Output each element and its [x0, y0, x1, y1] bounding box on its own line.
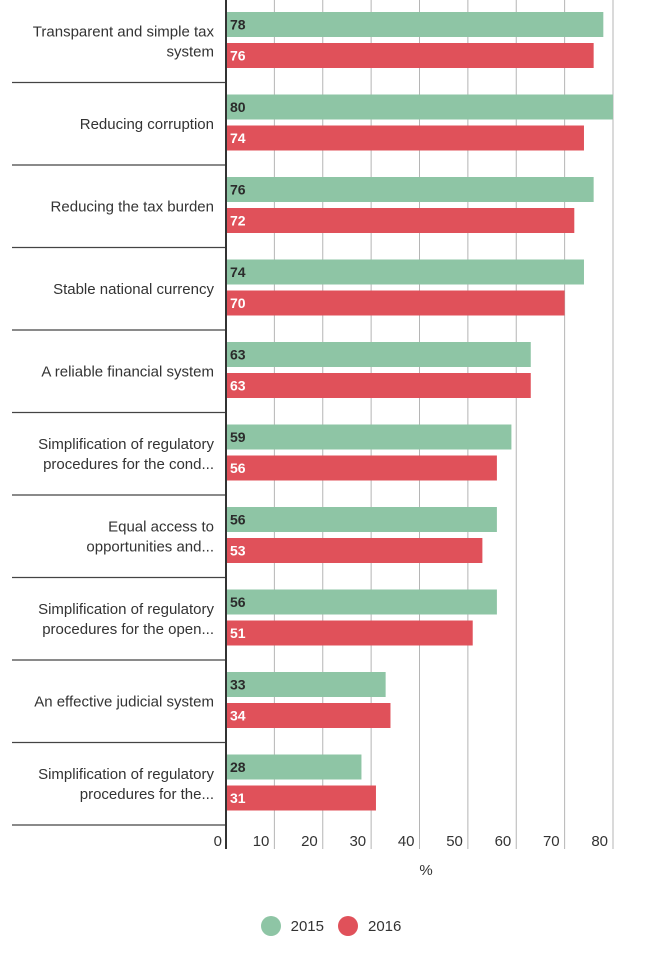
bar-value-label: 74 — [230, 130, 246, 146]
category-label: Reducing the tax burden — [51, 198, 214, 215]
bar-value-label: 56 — [230, 512, 246, 528]
bar-2016-7 — [226, 620, 473, 646]
bar-value-label: 63 — [230, 347, 246, 363]
category-label: procedures for the open... — [42, 621, 214, 638]
bar-2015-5 — [226, 424, 512, 450]
bar-2016-1 — [226, 125, 584, 151]
bar-2015-4 — [226, 342, 531, 367]
x-tick-label: 40 — [398, 833, 415, 850]
bar-2016-8 — [226, 703, 391, 728]
x-tick-label: 30 — [349, 833, 366, 850]
bar-value-label: 76 — [230, 182, 246, 198]
bar-2016-3 — [226, 290, 565, 316]
bar-value-label: 28 — [230, 759, 246, 775]
category-label: Simplification of regulatory — [38, 436, 214, 453]
bar-2015-7 — [226, 589, 497, 615]
bar-value-label: 31 — [230, 790, 246, 806]
category-label: Simplification of regulatory — [38, 766, 214, 783]
category-label: A reliable financial system — [41, 363, 214, 380]
bar-value-label: 70 — [230, 295, 246, 311]
x-tick-label: 70 — [543, 833, 560, 850]
bar-2015-0 — [226, 12, 604, 37]
category-label: Equal access to — [108, 518, 214, 535]
x-axis-label: % — [419, 862, 432, 879]
category-label: system — [166, 43, 214, 60]
legend-item-2015[interactable]: 2015 — [260, 916, 324, 936]
legend: 2015 2016 — [0, 912, 662, 940]
bar-value-label: 34 — [230, 708, 246, 724]
x-tick-label: 80 — [591, 833, 608, 850]
bar-2016-9 — [226, 785, 376, 811]
bar-value-label: 33 — [230, 677, 246, 693]
x-tick-label: 50 — [446, 833, 463, 850]
bar-2016-2 — [226, 208, 575, 233]
bar-value-label: 53 — [230, 543, 246, 559]
bar-value-label: 59 — [230, 429, 246, 445]
bar-chart: 78 76 Transparent and simple tax system 80 74… — [12, 0, 614, 879]
category-label: opportunities and... — [86, 538, 214, 555]
bar-2016-0 — [226, 43, 594, 68]
bar-value-label: 74 — [230, 264, 246, 280]
bar-value-label: 56 — [230, 594, 246, 610]
bar-value-label: 51 — [230, 625, 246, 641]
category-label: An effective judicial system — [34, 693, 214, 710]
category-label: Simplification of regulatory — [38, 601, 214, 618]
x-tick-label: 0 — [214, 833, 222, 850]
category-label: procedures for the... — [80, 786, 214, 803]
x-tick-label: 60 — [495, 833, 512, 850]
bar-2015-8 — [226, 672, 386, 697]
x-tick-label: 10 — [253, 833, 270, 850]
bar-2016-5 — [226, 455, 497, 481]
bar-value-label: 76 — [230, 48, 246, 64]
bar-2016-4 — [226, 373, 531, 398]
legend-swatch-2015 — [260, 916, 281, 936]
bar-value-label: 80 — [230, 99, 246, 115]
legend-item-2016[interactable]: 2016 — [338, 916, 401, 936]
category-label: Stable national currency — [53, 281, 214, 298]
x-tick-label: 20 — [301, 833, 318, 850]
legend-label-2015: 2015 — [290, 917, 324, 935]
category-label: Reducing corruption — [80, 116, 214, 133]
legend-label-2016: 2016 — [368, 917, 402, 935]
bar-value-label: 72 — [230, 213, 246, 229]
bar-value-label: 63 — [230, 378, 246, 394]
category-label: Transparent and simple tax — [33, 23, 215, 40]
category-label: procedures for the cond... — [43, 456, 214, 473]
bar-2015-1 — [226, 94, 613, 120]
bar-2015-3 — [226, 259, 584, 285]
bar-value-label: 56 — [230, 460, 246, 476]
bar-2016-6 — [226, 538, 483, 563]
bar-2015-6 — [226, 507, 497, 532]
bar-value-label: 78 — [230, 17, 246, 33]
bar-2015-9 — [226, 754, 362, 780]
legend-swatch-2016 — [338, 916, 358, 936]
bar-2015-2 — [226, 177, 594, 202]
